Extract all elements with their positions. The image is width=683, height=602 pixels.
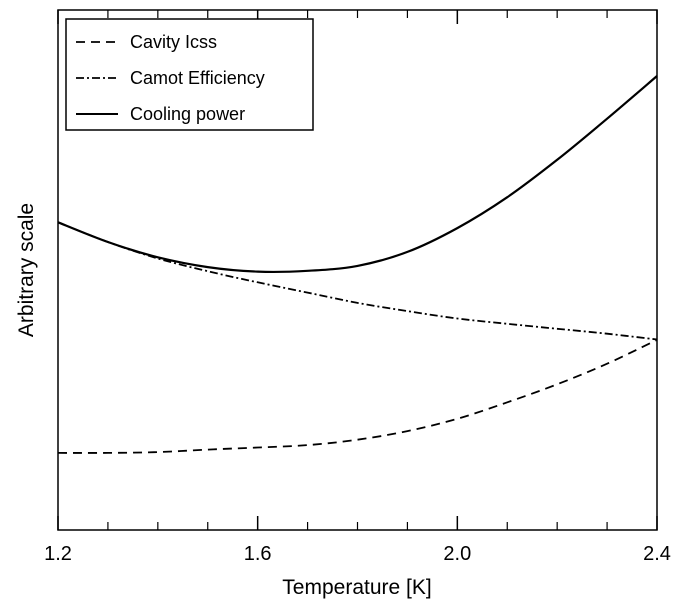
x-tick-label: 2.4 — [643, 543, 671, 565]
x-axis-title: Temperature [K] — [282, 576, 431, 599]
series-line-cavity-icss — [57, 339, 658, 454]
legend-label-cavity-loss: Cavity Icss — [130, 32, 217, 52]
legend-label-carnot-efficiency: Camot Efficiency — [130, 68, 265, 88]
legend: Cavity Icss Camot Efficiency Cooling pow… — [65, 18, 314, 131]
legend-box — [65, 18, 314, 131]
legend-label-cooling-power: Cooling power — [130, 104, 245, 124]
series-layer — [57, 75, 658, 454]
x-tick-label: 1.2 — [44, 543, 72, 565]
series-line-cooling-power — [57, 75, 658, 274]
x-tick-labels: 1.2 1.6 2.0 2.4 — [44, 543, 671, 565]
x-tick-label: 2.0 — [443, 543, 471, 565]
x-tick-label: 1.6 — [244, 543, 272, 565]
series-line-camot-efficiency — [57, 221, 658, 341]
y-axis-title: Arbitrary scale — [15, 203, 38, 337]
tick-layer — [57, 10, 658, 530]
